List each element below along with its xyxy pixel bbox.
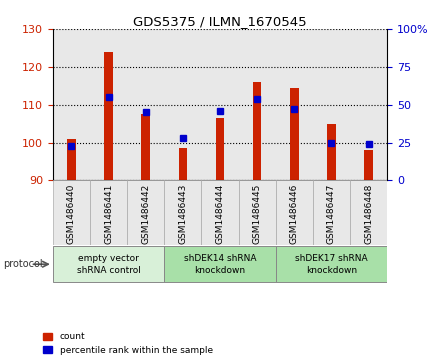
Text: shDEK14 shRNA
knockdown: shDEK14 shRNA knockdown <box>184 254 256 275</box>
Text: GSM1486448: GSM1486448 <box>364 184 373 244</box>
FancyBboxPatch shape <box>202 180 238 245</box>
Legend: count, percentile rank within the sample: count, percentile rank within the sample <box>40 329 216 359</box>
FancyBboxPatch shape <box>53 246 164 282</box>
Text: empty vector
shRNA control: empty vector shRNA control <box>77 254 140 275</box>
Text: GSM1486440: GSM1486440 <box>67 184 76 244</box>
FancyBboxPatch shape <box>238 180 276 245</box>
Text: GSM1486445: GSM1486445 <box>253 184 262 244</box>
Bar <box>90 29 127 180</box>
Bar <box>290 88 298 180</box>
Bar <box>53 29 90 180</box>
Text: GSM1486444: GSM1486444 <box>216 184 224 244</box>
Bar <box>364 150 373 180</box>
Text: GSM1486446: GSM1486446 <box>290 184 299 244</box>
FancyBboxPatch shape <box>164 180 202 245</box>
FancyBboxPatch shape <box>313 180 350 245</box>
Bar <box>104 52 113 180</box>
FancyBboxPatch shape <box>276 246 387 282</box>
Bar <box>142 114 150 180</box>
FancyBboxPatch shape <box>350 180 387 245</box>
Bar <box>276 29 313 180</box>
Bar <box>313 29 350 180</box>
Bar <box>67 139 76 180</box>
Bar <box>216 118 224 180</box>
Bar <box>202 29 238 180</box>
Text: GSM1486442: GSM1486442 <box>141 184 150 244</box>
Text: GSM1486447: GSM1486447 <box>327 184 336 244</box>
FancyBboxPatch shape <box>127 180 164 245</box>
Text: GSM1486441: GSM1486441 <box>104 184 113 244</box>
Bar <box>164 29 202 180</box>
Text: protocol: protocol <box>3 259 42 269</box>
FancyBboxPatch shape <box>53 180 90 245</box>
FancyBboxPatch shape <box>90 180 127 245</box>
FancyBboxPatch shape <box>164 246 276 282</box>
Text: shDEK17 shRNA
knockdown: shDEK17 shRNA knockdown <box>295 254 368 275</box>
Text: GSM1486443: GSM1486443 <box>178 184 187 244</box>
Bar <box>238 29 276 180</box>
Title: GDS5375 / ILMN_1670545: GDS5375 / ILMN_1670545 <box>133 15 307 28</box>
Bar <box>253 82 261 180</box>
FancyBboxPatch shape <box>276 180 313 245</box>
Bar <box>179 148 187 180</box>
Bar <box>350 29 387 180</box>
Bar <box>327 124 336 180</box>
Bar <box>127 29 164 180</box>
